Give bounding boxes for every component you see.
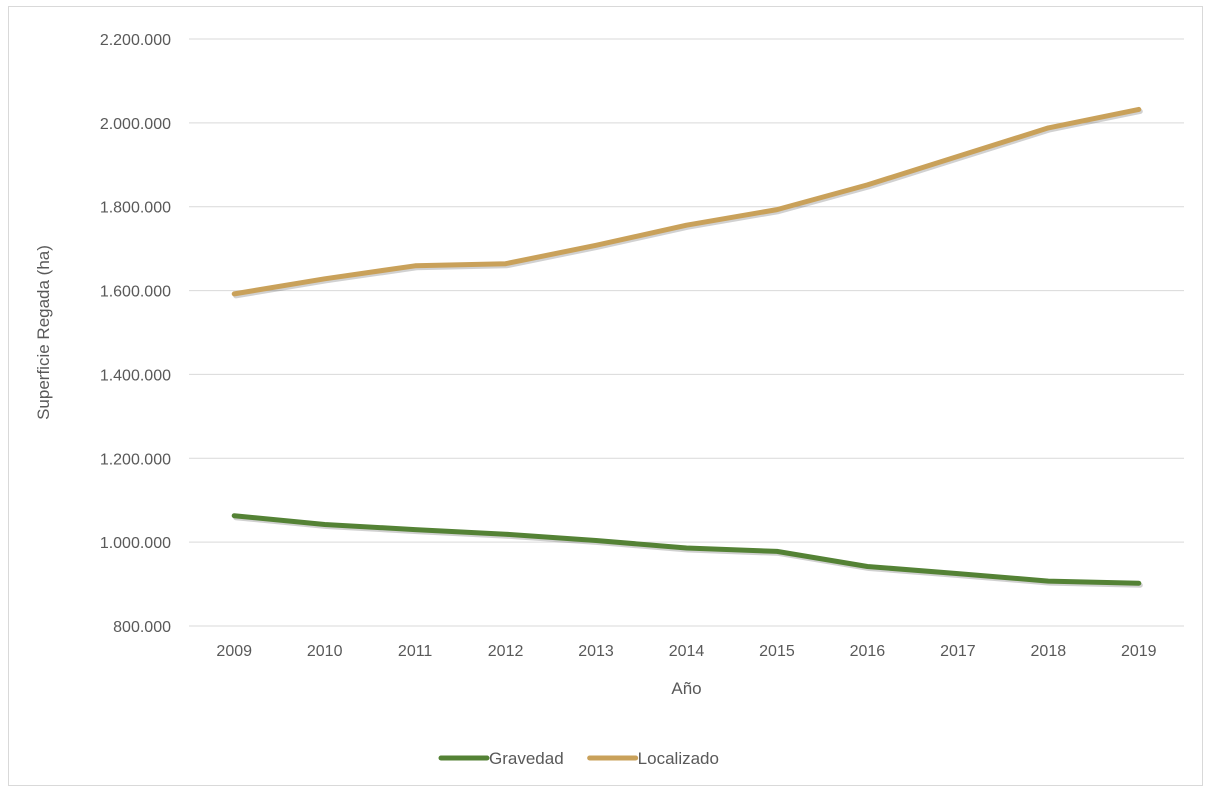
x-tick-label: 2013	[578, 643, 614, 660]
y-axis-title: Superficie Regada (ha)	[34, 245, 53, 420]
series-line	[231, 106, 1142, 297]
y-tick-label: 2.200.000	[100, 32, 171, 49]
y-tick-label: 800.000	[113, 619, 171, 636]
y-tick-label: 2.000.000	[100, 116, 171, 133]
x-tick-label: 2016	[850, 643, 886, 660]
x-tick-label: 2011	[398, 643, 433, 660]
legend-label: Gravedad	[489, 749, 564, 768]
chart-frame: 800.000 1.000.000 1.200.000 1.400.000 1.600.…	[8, 6, 1203, 786]
legend: Gravedad Localizado	[438, 749, 719, 768]
legend-label: Localizado	[638, 749, 719, 768]
x-tick-label: 2019	[1121, 643, 1157, 660]
x-tick-label: 2017	[940, 643, 976, 660]
y-tick-label: 1.200.000	[100, 451, 171, 468]
gridlines	[189, 38, 1184, 627]
y-tick-label: 1.400.000	[100, 367, 171, 384]
x-axis-title: Año	[671, 679, 701, 698]
y-tick-label: 1.600.000	[100, 284, 171, 301]
x-tick-label: 2014	[669, 643, 705, 660]
x-tick-label: 2010	[307, 643, 343, 660]
x-axis-ticks: 2009 2010 2011 2012 2013 2014 2015 2016 2017 2018…	[216, 643, 1156, 660]
x-tick-label: 2015	[759, 643, 795, 660]
series-lines	[231, 106, 1143, 588]
x-tick-label: 2012	[488, 643, 524, 660]
line-chart: 800.000 1.000.000 1.200.000 1.400.000 1.600.…	[34, 32, 1184, 768]
series-line	[231, 513, 1142, 586]
y-tick-label: 1.800.000	[100, 200, 171, 217]
y-axis-ticks: 800.000 1.000.000 1.200.000 1.400.000 1.600.…	[100, 32, 171, 636]
y-tick-label: 1.000.000	[100, 535, 171, 552]
x-tick-label: 2009	[216, 643, 252, 660]
x-tick-label: 2018	[1031, 643, 1067, 660]
